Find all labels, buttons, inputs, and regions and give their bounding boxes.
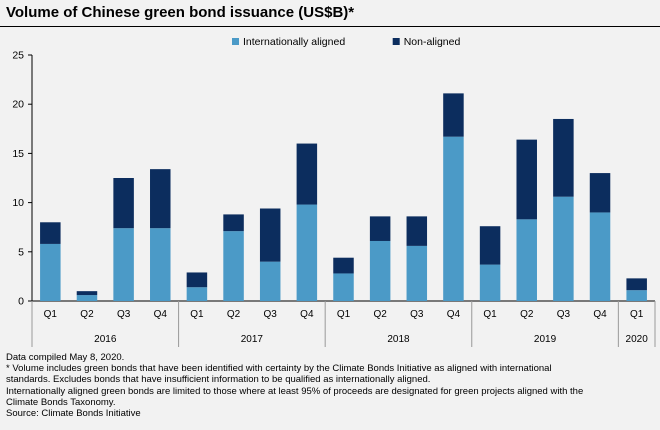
bar-aligned-3 (150, 228, 171, 301)
bar-non-aligned-9 (369, 216, 391, 241)
footnotes: Data compiled May 8, 2020. * Volume incl… (6, 352, 656, 419)
x-tick-label-3: Q4 (154, 309, 168, 320)
bar-non-aligned-11 (443, 93, 464, 137)
bar-non-aligned-16 (626, 278, 647, 291)
bar-aligned-4 (186, 287, 208, 301)
y-tick-label-10: 10 (12, 197, 24, 209)
x-tick-label-13: Q2 (520, 309, 534, 320)
bar-aligned-12 (479, 264, 501, 301)
x-tick-label-16: Q1 (630, 309, 644, 320)
bar-aligned-1 (76, 295, 98, 301)
bar-non-aligned-13 (516, 139, 537, 220)
footnote-volume-note: * Volume includes green bonds that have … (6, 363, 552, 375)
bar-aligned-9 (369, 240, 391, 301)
bar-non-aligned-4 (186, 272, 208, 288)
bar-aligned-2 (113, 228, 134, 301)
bar-aligned-11 (443, 136, 464, 301)
x-tick-label-6: Q3 (264, 309, 278, 320)
bar-non-aligned-15 (589, 173, 611, 213)
bar-aligned-15 (589, 212, 611, 301)
x-tick-label-2: Q3 (117, 309, 131, 320)
x-tick-label-1: Q2 (80, 309, 94, 320)
x-tick-label-4: Q1 (190, 309, 204, 320)
x-tick-label-12: Q1 (483, 309, 497, 320)
legend-label-0: Internationally aligned (243, 36, 345, 48)
footnote-aligned-note-cont: Climate Bonds Taxonomy. (6, 396, 116, 408)
footnote-volume-note-cont: standards. Excludes bonds that have insu… (6, 374, 431, 386)
x-tick-label-0: Q1 (44, 309, 58, 320)
footnote-aligned-note: Internationally aligned green bonds are … (6, 385, 584, 397)
y-tick-label-20: 20 (12, 99, 24, 111)
year-label-2017: 2017 (241, 334, 264, 345)
x-tick-label-9: Q2 (373, 309, 387, 320)
bar-non-aligned-14 (553, 118, 574, 197)
bar-non-aligned-12 (479, 226, 501, 265)
x-tick-label-11: Q4 (447, 309, 461, 320)
y-tick-label-0: 0 (18, 296, 24, 308)
x-tick-label-5: Q2 (227, 309, 241, 320)
y-tick-label-15: 15 (12, 148, 24, 160)
bar-non-aligned-5 (223, 214, 244, 232)
footnote-source: Source: Climate Bonds Initiative (6, 408, 141, 420)
bar-non-aligned-7 (296, 143, 318, 205)
x-tick-label-14: Q3 (557, 309, 571, 320)
bar-non-aligned-1 (76, 291, 98, 296)
y-tick-label-25: 25 (12, 50, 24, 62)
year-label-2016: 2016 (94, 334, 117, 345)
legend-swatch-0 (232, 38, 239, 45)
bar-non-aligned-10 (406, 216, 428, 246)
bar-aligned-10 (406, 245, 428, 301)
legend-swatch-1 (392, 38, 400, 45)
stacked-bar-chart: Internationally aligned Non-aligned 0 5 10 15… (12, 36, 656, 347)
bar-aligned-8 (333, 273, 354, 301)
bar-aligned-0 (40, 243, 61, 301)
year-label-2020: 2020 (626, 334, 649, 345)
bar-aligned-5 (223, 231, 244, 301)
y-tick-label-5: 5 (18, 246, 24, 258)
bar-non-aligned-6 (259, 208, 281, 262)
bar-aligned-16 (626, 290, 647, 301)
bar-aligned-13 (516, 219, 537, 301)
year-label-2019: 2019 (534, 334, 557, 345)
bar-aligned-14 (553, 196, 574, 301)
chart-title: Volume of Chinese green bond issuance (U… (6, 4, 355, 21)
bar-non-aligned-2 (113, 178, 134, 229)
x-tick-label-10: Q3 (410, 309, 424, 320)
bar-aligned-6 (259, 261, 281, 301)
x-tick-label-7: Q4 (300, 309, 314, 320)
bar-non-aligned-8 (333, 257, 354, 274)
x-tick-label-15: Q4 (593, 309, 607, 320)
x-tick-label-8: Q1 (337, 309, 351, 320)
bar-non-aligned-3 (150, 169, 171, 229)
legend-label-1: Non-aligned (404, 36, 461, 48)
year-label-2018: 2018 (387, 334, 410, 345)
bar-aligned-7 (296, 204, 318, 301)
footnote-data-compiled: Data compiled May 8, 2020. (6, 352, 125, 363)
title-rule (0, 26, 660, 27)
bar-non-aligned-0 (40, 222, 61, 244)
